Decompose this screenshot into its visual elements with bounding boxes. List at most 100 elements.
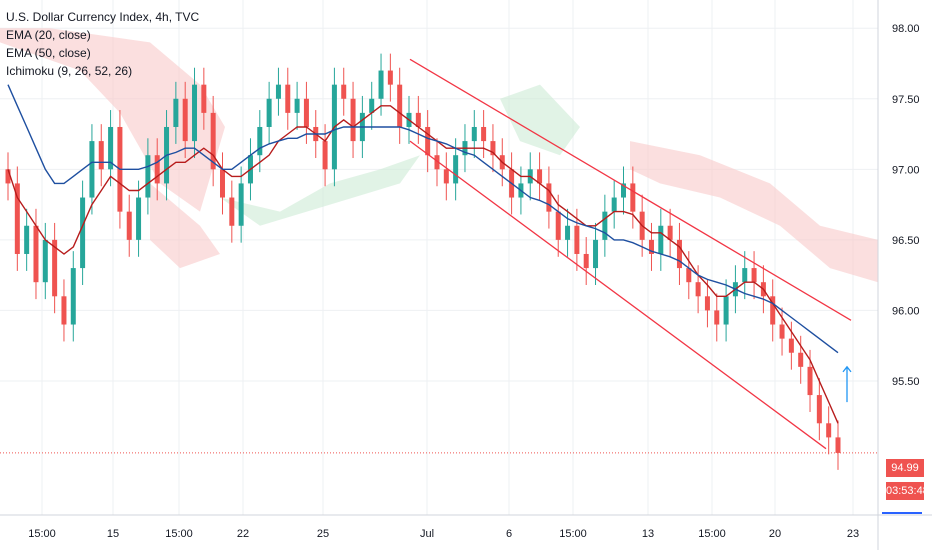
x-tick-label: 23 [847, 528, 859, 540]
legend-ema20[interactable]: EMA (20, close) [6, 28, 91, 42]
candle-body [341, 84, 347, 99]
x-tick-label: 20 [769, 528, 781, 540]
candle-body [397, 84, 403, 127]
x-tick-label: 15:00 [559, 528, 587, 540]
candle-body [751, 268, 757, 283]
x-tick-label: 15:00 [698, 528, 726, 540]
candle-body [826, 423, 832, 438]
candle-body [126, 211, 132, 240]
candle-body [42, 239, 48, 283]
candle-body [219, 169, 225, 198]
candle-body [387, 70, 393, 85]
candle-body [275, 84, 281, 99]
legend-ichimoku[interactable]: Ichimoku (9, 26, 52, 26) [6, 64, 133, 78]
candle-body [779, 324, 785, 339]
candle-body [611, 197, 617, 212]
candle-body [5, 169, 11, 184]
candle-body [816, 395, 822, 424]
candle-body [210, 112, 216, 170]
legend-ema50[interactable]: EMA (50, close) [6, 46, 91, 60]
candle-body [574, 225, 580, 254]
candle-body [415, 112, 421, 127]
candle-body [658, 225, 664, 254]
candle-body [602, 211, 608, 240]
cloud-bull-1 [220, 155, 420, 226]
candle-body [173, 98, 179, 127]
candle-body [835, 437, 841, 453]
candle-body [378, 70, 384, 99]
candle-body [266, 98, 272, 127]
candle-body [453, 155, 459, 184]
candle-body [583, 253, 589, 269]
channel-upper-line [409, 58, 852, 321]
candle-body [686, 268, 692, 283]
chart-legend: U.S. Dollar Currency Index, 4h, TVC EMA … [6, 8, 199, 80]
x-tick-label: 25 [317, 528, 329, 540]
y-tick-label: 98.00 [892, 23, 920, 35]
candle-body [136, 197, 142, 240]
candle-body [565, 225, 571, 240]
candle-body [443, 169, 449, 184]
ema-lines [7, 84, 839, 424]
candle-body [322, 141, 328, 170]
cloud-bull-2 [500, 84, 580, 156]
candle-body [434, 155, 440, 170]
candle-body [593, 239, 599, 269]
candle-body [24, 225, 30, 254]
candle-body [98, 141, 104, 170]
candle-body [192, 84, 198, 142]
candle-body [546, 183, 552, 212]
candle-body [350, 98, 356, 142]
x-tick-label: 15:00 [28, 528, 56, 540]
candle-body [537, 169, 543, 184]
channel-lower-line [409, 140, 827, 450]
y-tick-label: 97.00 [892, 164, 920, 176]
cloud-bear-2 [150, 183, 220, 269]
ema50-line [7, 84, 839, 354]
candle-body [285, 84, 291, 113]
x-tick-label: 13 [642, 528, 654, 540]
candle-body [145, 155, 151, 198]
cloud-bear-3 [630, 141, 878, 283]
candle-body [257, 126, 263, 156]
candle-body [182, 98, 188, 142]
x-tick-label: 22 [237, 528, 249, 540]
candle-body [788, 338, 794, 353]
y-tick-label: 95.50 [892, 376, 920, 388]
candle-body [80, 197, 86, 269]
candle-body [704, 296, 710, 311]
candle-body [89, 141, 95, 198]
y-tick-label: 97.50 [892, 94, 920, 106]
candle-body [555, 211, 561, 240]
candle-body [798, 352, 804, 367]
candle-body [154, 155, 160, 184]
candles [5, 53, 841, 470]
x-tick-label: 6 [506, 528, 512, 540]
legend-symbol[interactable]: U.S. Dollar Currency Index, 4h, TVC [6, 10, 200, 24]
candle-body [667, 225, 673, 240]
candle-body [490, 141, 496, 156]
candle-body [70, 268, 76, 325]
candle-body [807, 366, 813, 396]
candle-body [742, 268, 748, 283]
y-tick-label: 96.00 [892, 305, 920, 317]
candle-body [621, 183, 627, 198]
countdown-tag: 03:53:48 [886, 482, 929, 500]
candle-body [425, 126, 431, 156]
candle-body [33, 225, 39, 283]
candle-body [695, 282, 701, 297]
y-tick-label: 96.50 [892, 235, 920, 247]
candle-body [229, 197, 235, 226]
x-tick-label: 15 [107, 528, 119, 540]
ema20-line [7, 105, 839, 424]
time-scale-marker [882, 512, 922, 514]
trend-channel[interactable] [409, 58, 852, 450]
candle-body [676, 239, 682, 269]
candle-body [14, 183, 20, 254]
candle-body [201, 84, 207, 113]
candle-body [481, 126, 487, 142]
candle-body [630, 183, 636, 212]
x-tick-label: Jul [420, 528, 434, 540]
